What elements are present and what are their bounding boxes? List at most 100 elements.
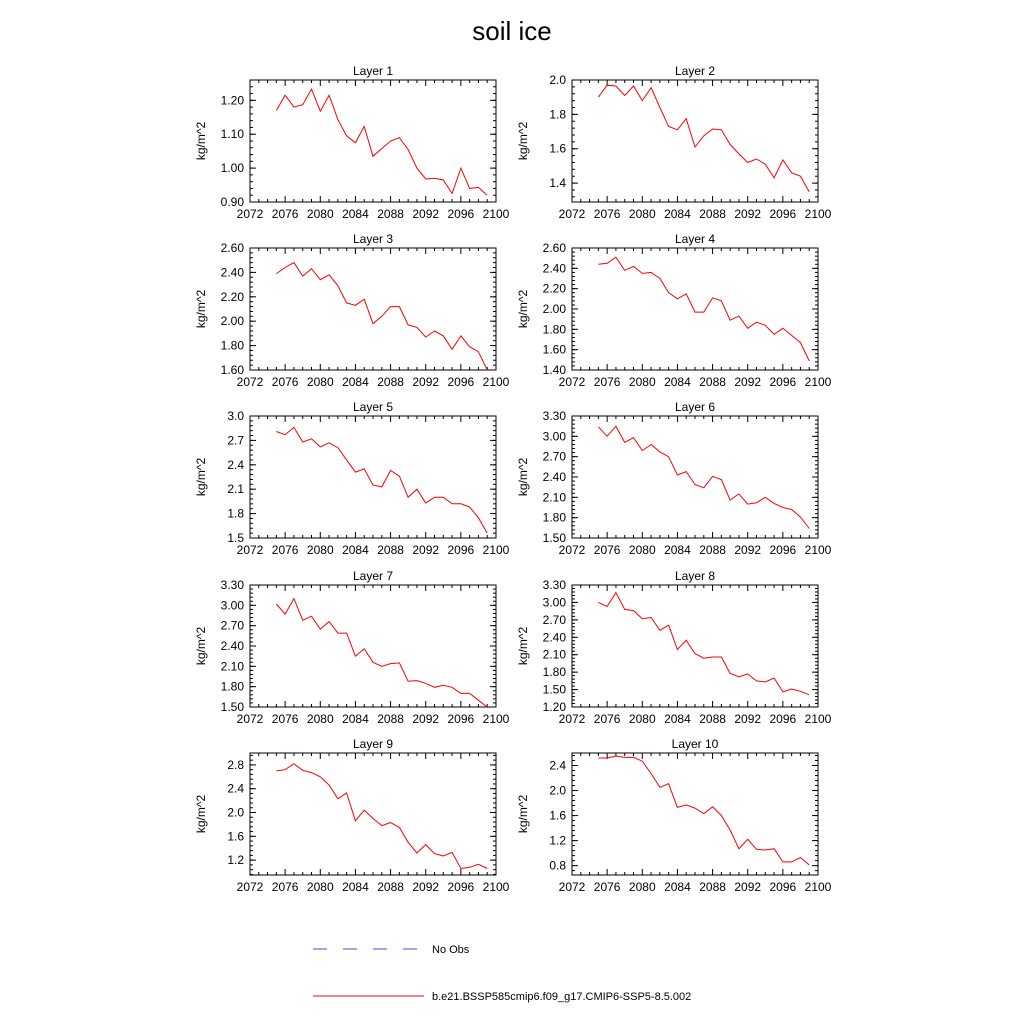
panel-5-x-tick-label: 2084 (342, 543, 369, 557)
panel-6-y-tick-label: 3.30 (543, 409, 567, 423)
panel-7-frame (249, 584, 497, 708)
panel-9-x-tick-label: 2092 (412, 880, 439, 894)
panel-9-y-tick-label: 1.2 (227, 853, 244, 867)
panel-7-x-tick-label: 2092 (412, 712, 439, 726)
panel-1-y-tick-label: 1.10 (221, 127, 245, 141)
panel-2-x-tick-label: 2084 (664, 207, 691, 221)
panel-3-x-tick-label: 2096 (448, 375, 475, 389)
panel-1-y-tick-label: 0.90 (221, 195, 245, 209)
panel-8-y-tick-label: 2.70 (543, 613, 567, 627)
panel-6-y-tick-label: 2.40 (543, 470, 567, 484)
panel-7-x-tick-label: 2072 (237, 712, 264, 726)
panel-1-y-tick-label: 1.20 (221, 93, 245, 107)
panel-8-x-tick-label: 2076 (594, 712, 621, 726)
panel-1-x-tick-label: 2076 (272, 207, 299, 221)
panel-5-title: Layer 5 (353, 400, 393, 414)
panel-10-y-tick-label: 2.4 (549, 759, 566, 773)
panel-6-x-tick-label: 2092 (734, 543, 761, 557)
panel-4-frame (571, 247, 819, 371)
panel-4-y-tick-label: 1.80 (543, 322, 567, 336)
panel-10-x-tick-label: 2084 (664, 880, 691, 894)
panel-5-y-axis-label: kg/m^2 (194, 458, 208, 497)
panel-4-y-axis-label: kg/m^2 (516, 290, 530, 329)
panel-3-title: Layer 3 (353, 232, 393, 246)
panel-1-x-tick-label: 2100 (483, 207, 510, 221)
panel-8-x-tick-label: 2096 (770, 712, 797, 726)
panel-6-y-axis-label: kg/m^2 (516, 458, 530, 497)
panel-10-y-tick-label: 2.0 (549, 784, 566, 798)
panel-4-y-tick-label: 2.60 (543, 241, 567, 255)
panel-3-y-tick-label: 2.60 (221, 241, 245, 255)
panel-6-x-tick-label: 2088 (699, 543, 726, 557)
panel-1-series-line (275, 87, 488, 196)
panel-9-x-tick-label: 2100 (483, 880, 510, 894)
legend-label-2: b.e21.BSSP585cmip6.f09_g17.CMIP6-SSP5-8.… (432, 991, 691, 1003)
panel-2-x-tick-label: 2100 (805, 207, 832, 221)
panel-10-y-tick-label: 0.8 (549, 859, 566, 873)
panel-10-title: Layer 10 (672, 737, 719, 751)
panel-3-x-tick-label: 2092 (412, 375, 439, 389)
panel-8-title: Layer 8 (675, 569, 715, 583)
panel-7-y-axis-label: kg/m^2 (194, 627, 208, 666)
panel-5-x-tick-label: 2096 (448, 543, 475, 557)
panel-6-x-tick-label: 2080 (629, 543, 656, 557)
panel-10-series-line (598, 755, 810, 866)
panel-9-x-tick-label: 2072 (237, 880, 264, 894)
panel-2-x-tick-label: 2092 (734, 207, 761, 221)
panel-6-y-tick-label: 1.50 (543, 531, 567, 545)
panel-1-x-tick-label: 2080 (307, 207, 334, 221)
panel-10-x-tick-label: 2096 (770, 880, 797, 894)
panel-3-y-tick-label: 1.80 (221, 339, 245, 353)
panel-4-x-tick-label: 2088 (699, 375, 726, 389)
panel-9-x-tick-label: 2088 (377, 880, 404, 894)
panel-6-x-tick-label: 2100 (805, 543, 832, 557)
panel-9-series-line (276, 763, 488, 870)
panel-9-title: Layer 9 (353, 737, 393, 751)
panel-4-title: Layer 4 (675, 232, 715, 246)
panel-8-x-tick-label: 2100 (805, 712, 832, 726)
panel-7-x-tick-label: 2084 (342, 712, 369, 726)
panel-3-y-tick-label: 1.60 (221, 363, 245, 377)
panel-8-y-tick-label: 1.20 (543, 700, 567, 714)
panel-2-title: Layer 2 (675, 64, 715, 78)
panel-3-x-tick-label: 2072 (237, 375, 264, 389)
panel-7-x-tick-label: 2080 (307, 712, 334, 726)
panel-3-y-tick-label: 2.20 (221, 290, 245, 304)
panel-1-x-tick-label: 2092 (412, 207, 439, 221)
panel-9-y-tick-label: 1.6 (227, 829, 244, 843)
panel-5-x-tick-label: 2080 (307, 543, 334, 557)
panel-3-x-tick-label: 2080 (307, 375, 334, 389)
panel-10-x-tick-label: 2076 (594, 880, 621, 894)
panel-7-y-tick-label: 1.80 (221, 680, 245, 694)
panel-1-x-tick-label: 2088 (377, 207, 404, 221)
figure-title: soil ice (472, 16, 552, 46)
panel-5-x-tick-label: 2100 (483, 543, 510, 557)
panel-10-x-tick-label: 2072 (559, 880, 586, 894)
panel-2-x-tick-label: 2072 (559, 207, 586, 221)
panel-3-x-tick-label: 2084 (342, 375, 369, 389)
panel-5-x-tick-label: 2088 (377, 543, 404, 557)
panel-6-x-tick-label: 2076 (594, 543, 621, 557)
panel-3-y-axis-label: kg/m^2 (194, 290, 208, 329)
panel-4-x-tick-label: 2096 (770, 375, 797, 389)
legend-label-1: No Obs (432, 944, 470, 956)
panel-2-y-tick-label: 1.6 (549, 142, 566, 156)
panel-1-x-tick-label: 2084 (342, 207, 369, 221)
panel-1-y-tick-label: 1.00 (221, 161, 245, 175)
panel-10-x-tick-label: 2080 (629, 880, 656, 894)
panel-5-series-line (276, 426, 488, 534)
panel-7-y-tick-label: 1.50 (221, 700, 245, 714)
panel-6-y-tick-label: 3.00 (543, 429, 567, 443)
panel-8-y-axis-label: kg/m^2 (516, 627, 530, 666)
panel-4-x-tick-label: 2100 (805, 375, 832, 389)
panel-7-title: Layer 7 (353, 569, 393, 583)
panel-7-y-tick-label: 2.40 (221, 639, 245, 653)
panel-3-x-tick-label: 2100 (483, 375, 510, 389)
panel-10-y-axis-label: kg/m^2 (516, 795, 530, 834)
panel-10-y-tick-label: 1.2 (549, 834, 566, 848)
panel-3-y-tick-label: 2.00 (221, 314, 245, 328)
panel-10-y-tick-label: 1.6 (549, 809, 566, 823)
panel-10-x-tick-label: 2092 (734, 880, 761, 894)
